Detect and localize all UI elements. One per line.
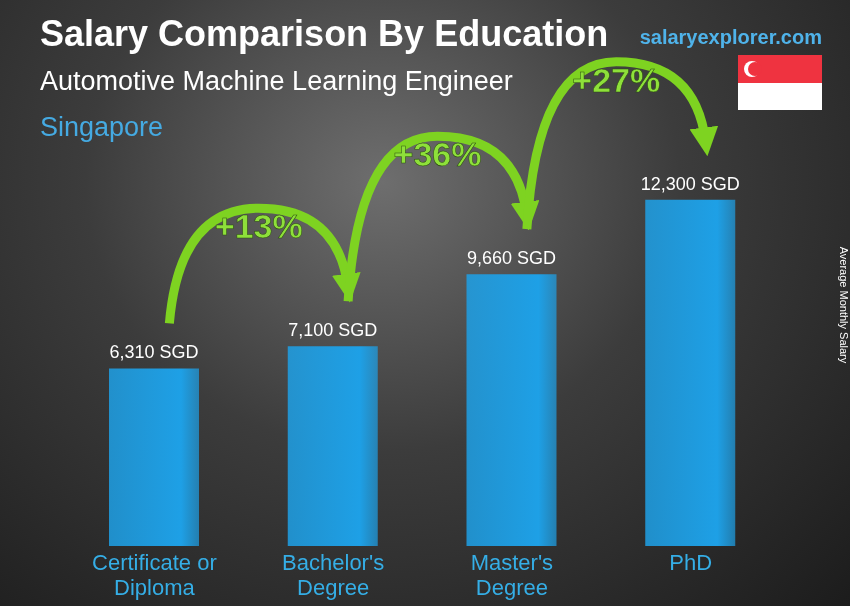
svg-text:+13%: +13% (215, 207, 303, 245)
svg-text:Salary Comparison By Education: Salary Comparison By Education (40, 13, 608, 54)
svg-text:6,310 SGD: 6,310 SGD (109, 342, 198, 362)
svg-text:9,660 SGD: 9,660 SGD (467, 248, 556, 268)
svg-text:Certificate orDiploma: Certificate orDiploma (92, 550, 217, 600)
svg-text:Master'sDegree: Master'sDegree (471, 550, 553, 600)
svg-text:salaryexplorer.com: salaryexplorer.com (640, 26, 822, 48)
svg-text:PhD: PhD (669, 550, 712, 575)
svg-text:+36%: +36% (394, 135, 482, 173)
svg-text:7,100 SGD: 7,100 SGD (288, 320, 377, 340)
svg-text:+27%: +27% (572, 61, 660, 99)
svg-text:Average Monthly Salary: Average Monthly Salary (838, 247, 842, 364)
svg-text:12,300 SGD: 12,300 SGD (641, 174, 740, 194)
svg-text:Bachelor'sDegree: Bachelor'sDegree (282, 550, 384, 600)
svg-text:Automotive Machine Learning En: Automotive Machine Learning Engineer (40, 66, 513, 96)
svg-text:Singapore: Singapore (40, 112, 163, 142)
